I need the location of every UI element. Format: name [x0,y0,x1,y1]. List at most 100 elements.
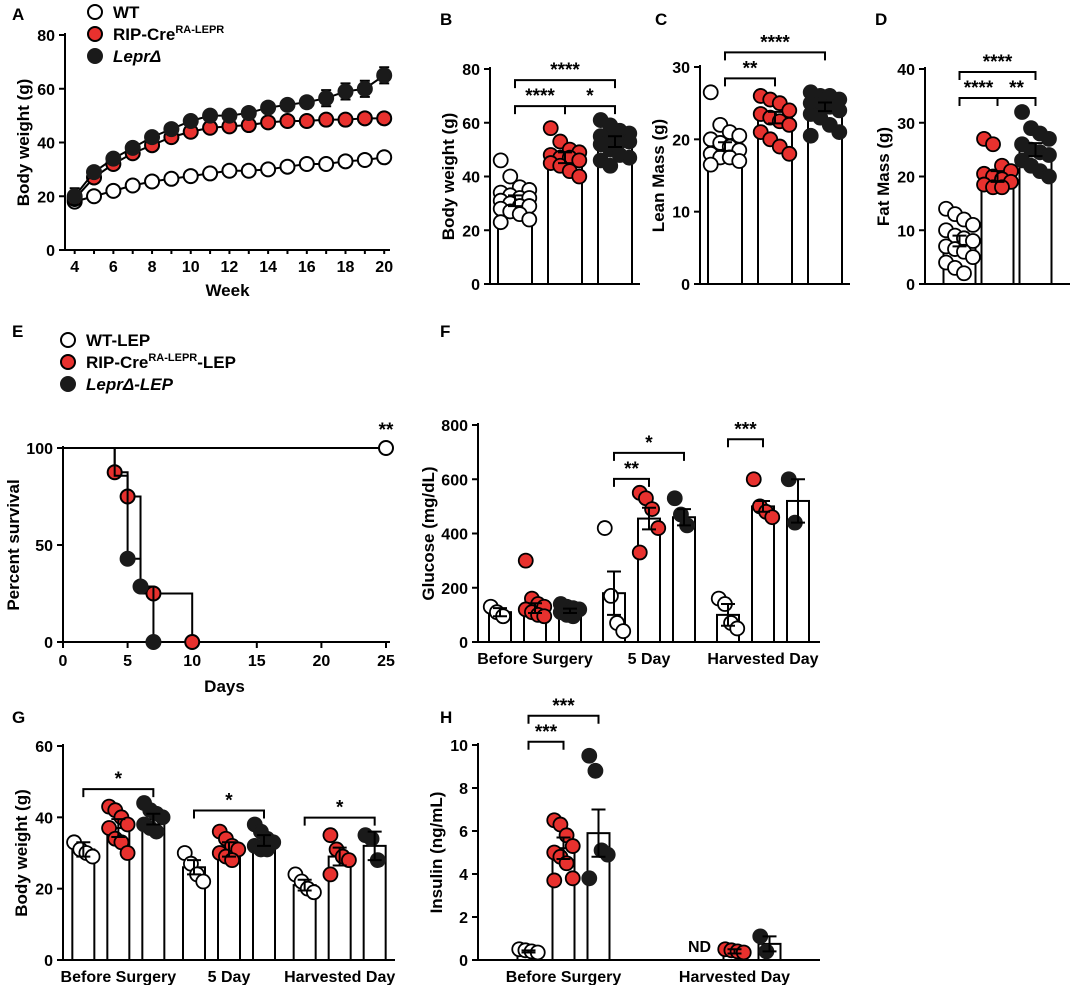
significance-label: **** [983,52,1013,73]
data-point [202,107,219,124]
data-point [356,80,373,97]
legend-marker [87,48,103,64]
x-tick-label: 16 [298,259,316,276]
error-bar [718,141,732,152]
legend-label: RIP-CreRA-LEPR-LEP [86,352,236,372]
data-point [124,139,141,156]
group-0 [492,112,638,285]
data-point [985,136,1001,153]
data-point [145,634,162,650]
panel-E: E WT-LEPRIP-CreRA-LEPR-LEPLeprΔ-LEP050100… [4,322,395,696]
bar-rect [980,175,1015,285]
y-tick-label: 100 [26,441,53,458]
legend-label: LeprΔ [113,47,161,66]
y-tick-label: 20 [462,223,480,240]
significance-label: *** [734,419,757,440]
error-bar [727,948,742,955]
significance-label: ** [1009,78,1024,99]
data-point [259,841,275,858]
y-axis-label: Glucose (mg/dL) [419,466,438,600]
significance-label: * [586,86,594,107]
y-tick-label: 8 [459,781,468,798]
series-WT [66,149,393,210]
data-point [378,440,394,456]
significance-bracket [514,79,616,89]
y-tick-label: 60 [462,116,480,133]
group-0: Before Surgery [506,747,621,985]
legend-marker [87,26,103,42]
bar-rect [71,848,96,962]
y-tick-label: 20 [672,132,690,149]
data-point [240,162,257,179]
bar-WT [938,200,981,285]
error-bar [493,607,507,618]
bar-Lepr [1014,104,1057,285]
x-tick-label: 6 [109,259,118,276]
data-point [298,113,315,129]
panel-H: H 0 2 4 6 8 10 Insulin (ng/mL) Before Surgery Har… [427,696,820,985]
data-point [260,99,277,116]
y-tick-label: 20 [37,189,55,206]
data-point [565,608,581,625]
data-point [650,520,667,536]
data-point [260,114,277,131]
error-bar [187,859,201,876]
panel-letter: E [12,322,23,341]
y-tick-label: 10 [897,223,915,240]
group-2: Harvested Day [707,471,819,668]
data-point [144,173,161,190]
bar-Lepr [752,928,782,961]
group-1: Harvested Day ND [679,928,790,985]
data-point [322,866,339,883]
data-point [132,578,149,595]
data-point [318,90,335,107]
data-point [492,214,509,231]
data-point [184,634,201,650]
panel-letter: B [440,10,452,29]
error-bar [952,234,967,248]
error-bar [257,834,271,847]
significance-label: ** [743,58,758,79]
data-point [318,111,335,128]
error-bar [762,935,777,953]
data-point [224,852,240,869]
group-0: Before Surgery [477,552,593,668]
error-bar [521,949,536,954]
data-point [298,156,315,172]
error-bar [297,878,312,892]
significance-bracket [193,809,265,819]
x-axis-label: Days [204,677,245,696]
y-tick-label: 40 [897,62,915,79]
group-label: Before Surgery [61,969,177,985]
data-point [517,552,534,569]
y-tick-label: 40 [35,810,53,827]
error-bar [721,603,735,627]
significance-bracket [996,97,1037,106]
error-bar [556,836,571,860]
bar-Lepr [357,827,387,961]
data-point [492,152,509,169]
y-tick-label: 20 [897,170,915,187]
y-tick-label: 60 [37,82,55,99]
significance-label: *** [552,696,575,717]
data-point [729,620,746,637]
significance-bracket [724,51,826,61]
bar-rect [751,505,775,643]
error-bar [1028,142,1043,158]
data-point [542,120,559,137]
data-point [994,179,1010,196]
data-point [599,846,616,863]
error-bar [791,478,805,524]
significance-bracket [303,816,376,826]
x-axis-label: Week [205,281,250,300]
data-point [260,161,277,178]
bar-WT [492,152,538,285]
data-point [105,182,122,199]
group-label: Harvested Day [707,651,818,668]
significance-bracket [958,71,1037,80]
error-bar [508,194,522,208]
legend-marker [60,376,76,392]
legend-marker [87,4,103,20]
error-bar [146,812,161,826]
bar-WT [482,598,512,643]
